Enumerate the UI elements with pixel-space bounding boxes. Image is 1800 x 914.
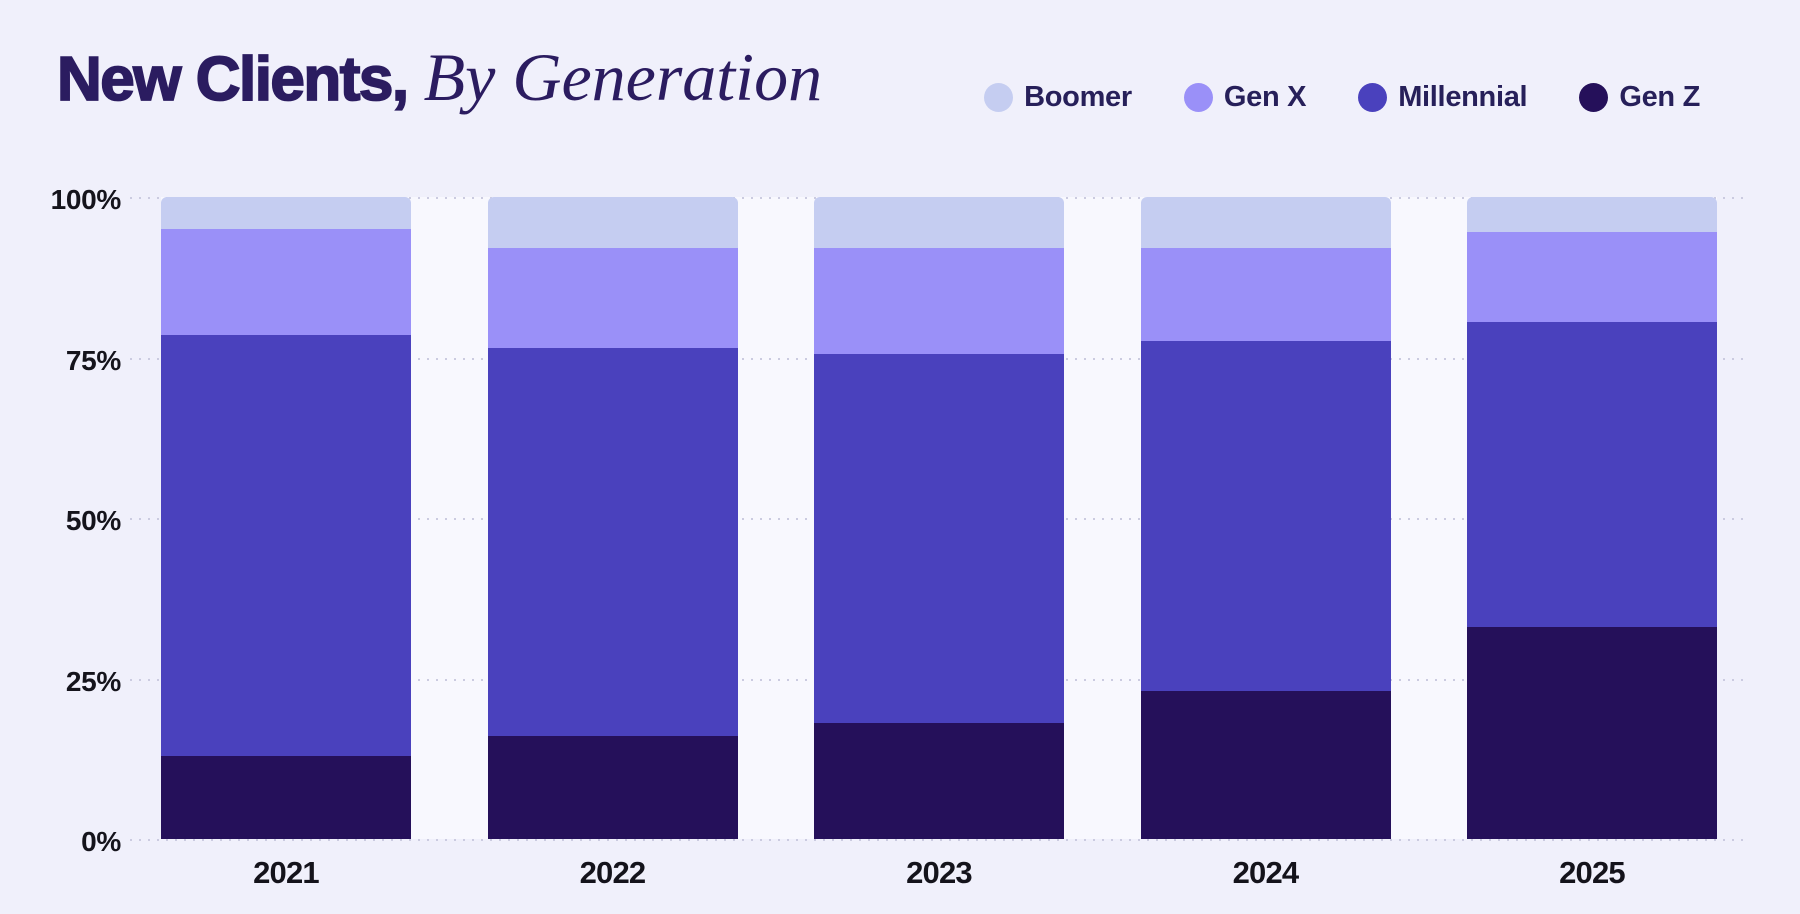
gridline-0 <box>130 839 1748 841</box>
bar-segment-2023-boomer <box>814 197 1064 249</box>
x-axis-label-2022: 2022 <box>579 855 647 890</box>
legend-swatch-millennial-icon <box>1358 82 1388 112</box>
bar-segment-2021-gen-x <box>161 229 411 336</box>
bar-2021 <box>161 197 411 839</box>
legend-item-millennial: Millennial <box>1358 80 1528 113</box>
bar-segment-2021-gen-z <box>161 755 411 839</box>
legend-swatch-gen-z-icon <box>1579 82 1609 112</box>
bar-segment-2022-millennial <box>487 347 738 737</box>
x-axis-label-2021: 2021 <box>253 855 320 890</box>
bar-2022 <box>487 197 738 839</box>
bar-segment-2022-gen-x <box>487 248 738 348</box>
title-italic-text: By Generation <box>423 39 823 115</box>
bar-2024 <box>1140 197 1391 839</box>
y-axis-label-100: 100% <box>50 184 122 215</box>
legend-label-millennial: Millennial <box>1398 80 1528 113</box>
page-title: New Clients, By Generation <box>56 38 823 117</box>
y-axis-label-75: 75% <box>65 344 121 376</box>
y-axis-label-50: 50% <box>65 505 121 536</box>
legend-item-boomer: Boomer <box>984 80 1132 113</box>
bar-segment-2024-gen-z <box>1140 691 1391 839</box>
bar-segment-2024-gen-x <box>1140 248 1391 342</box>
x-axis-label-2024: 2024 <box>1232 855 1300 890</box>
legend-item-gen-z: Gen Z <box>1579 80 1700 113</box>
bar-segment-2023-millennial <box>814 354 1064 724</box>
chart-legend: Boomer Gen X Millennial Gen Z <box>984 78 1700 116</box>
bar-segment-2021-boomer <box>161 197 411 230</box>
bar-2025 <box>1467 197 1717 839</box>
bar-segment-2023-gen-z <box>814 723 1064 839</box>
bar-segment-2021-millennial <box>161 335 411 756</box>
bar-segment-2024-millennial <box>1140 341 1391 692</box>
bar-segment-2025-millennial <box>1467 322 1717 628</box>
y-axis-label-0: 0% <box>81 826 121 857</box>
bar-segment-2025-gen-x <box>1467 232 1717 323</box>
x-axis-label-2023: 2023 <box>906 855 973 890</box>
bar-segment-2025-boomer <box>1467 197 1717 233</box>
legend-item-gen-x: Gen X <box>1183 80 1307 113</box>
bar-segment-2024-boomer <box>1140 197 1391 249</box>
bar-2023 <box>814 197 1064 839</box>
legend-swatch-boomer-icon <box>984 82 1014 112</box>
bar-segment-2023-gen-x <box>814 248 1064 355</box>
bar-segment-2025-gen-z <box>1467 627 1717 839</box>
legend-label-boomer: Boomer <box>1024 80 1132 113</box>
legend-label-gen-x: Gen X <box>1223 80 1307 113</box>
legend-swatch-gen-x-icon <box>1183 82 1213 112</box>
title-bold-text: New Clients, <box>56 44 410 115</box>
bar-segment-2022-boomer <box>487 197 738 249</box>
x-axis-label-2025: 2025 <box>1559 855 1626 890</box>
legend-label-gen-z: Gen Z <box>1619 80 1700 113</box>
y-axis-label-25: 25% <box>65 665 121 697</box>
bar-segment-2022-gen-z <box>487 736 738 839</box>
